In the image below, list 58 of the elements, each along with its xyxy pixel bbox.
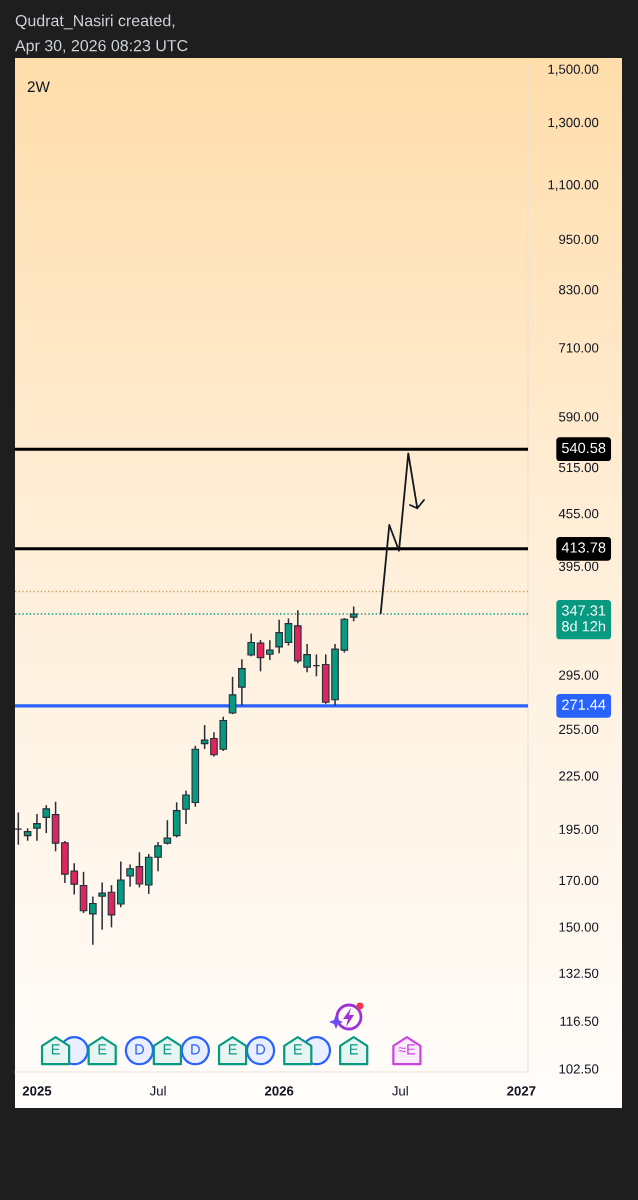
candlestick — [228, 676, 237, 715]
x-tick-label: 2027 — [507, 1086, 536, 1096]
y-tick-label: 1,500.00 — [548, 64, 599, 76]
x-tick-label: Jul — [392, 1085, 408, 1096]
candlestick — [275, 619, 283, 654]
y-tick-label: 830.00 — [559, 285, 599, 295]
candlestick — [266, 640, 274, 660]
x-tick-label: Jul — [149, 1085, 166, 1096]
candlestick — [107, 885, 116, 928]
candlestick — [126, 864, 134, 887]
candlestick — [256, 640, 265, 672]
y-tick-label: 515.00 — [559, 462, 599, 473]
ref-line-label: 271.44 — [562, 699, 606, 710]
candlestick — [89, 896, 97, 945]
y-tick-label: 590.00 — [559, 412, 599, 422]
candlestick — [116, 861, 125, 908]
data-label: E — [294, 1044, 303, 1055]
candlestick — [135, 852, 144, 888]
data-label: E — [163, 1044, 172, 1055]
y-tick-label: 102.50 — [559, 1064, 599, 1074]
data-label: D — [191, 1044, 200, 1055]
candlestick — [98, 882, 106, 930]
ref-line-label: 347.31 8d 12h — [561, 605, 606, 632]
ref-line-label: 540.58 — [561, 442, 606, 454]
y-tick-label: 132.50 — [559, 968, 599, 978]
data-label: ≈E — [398, 1044, 416, 1055]
ref-line-label: 413.78 — [561, 542, 606, 553]
y-tick-label: 116.50 — [560, 1016, 599, 1026]
text: 2W — [27, 81, 50, 92]
data-label: E — [350, 1044, 358, 1055]
data-label: E — [228, 1044, 237, 1055]
candlestick — [163, 820, 172, 845]
text: Qudrat_Nasiri created, — [15, 14, 175, 30]
data-label: D — [135, 1044, 144, 1055]
candlestick — [238, 659, 246, 706]
y-tick-label: 710.00 — [559, 343, 599, 353]
y-tick-label: 295.00 — [559, 670, 599, 680]
candlestick — [42, 805, 51, 834]
candlestick — [247, 633, 256, 657]
y-tick-label: 150.00 — [559, 922, 599, 932]
x-tick-label: 2025 — [22, 1086, 52, 1096]
candlestick — [15, 812, 23, 845]
data-label: E — [51, 1044, 60, 1055]
y-tick-label: 950.00 — [559, 234, 599, 245]
y-tick-label: 195.00 — [559, 824, 599, 834]
x-tick-label: 2026 — [264, 1086, 294, 1096]
y-tick-label: 1,300.00 — [548, 117, 599, 129]
y-tick-label: 255.00 — [559, 724, 599, 735]
candlestick — [33, 813, 41, 841]
y-tick-label: 225.00 — [559, 771, 599, 781]
candlestick — [284, 618, 293, 646]
y-tick-label: 1,100.00 — [548, 180, 599, 191]
data-label: E — [98, 1044, 107, 1055]
text: Apr 30, 2026 08:23 UTC — [15, 39, 188, 55]
y-tick-label: 455.00 — [558, 508, 599, 519]
y-tick-label: 395.00 — [558, 561, 599, 571]
data-label: D — [256, 1044, 266, 1055]
y-tick-label: 170.00 — [559, 875, 599, 886]
